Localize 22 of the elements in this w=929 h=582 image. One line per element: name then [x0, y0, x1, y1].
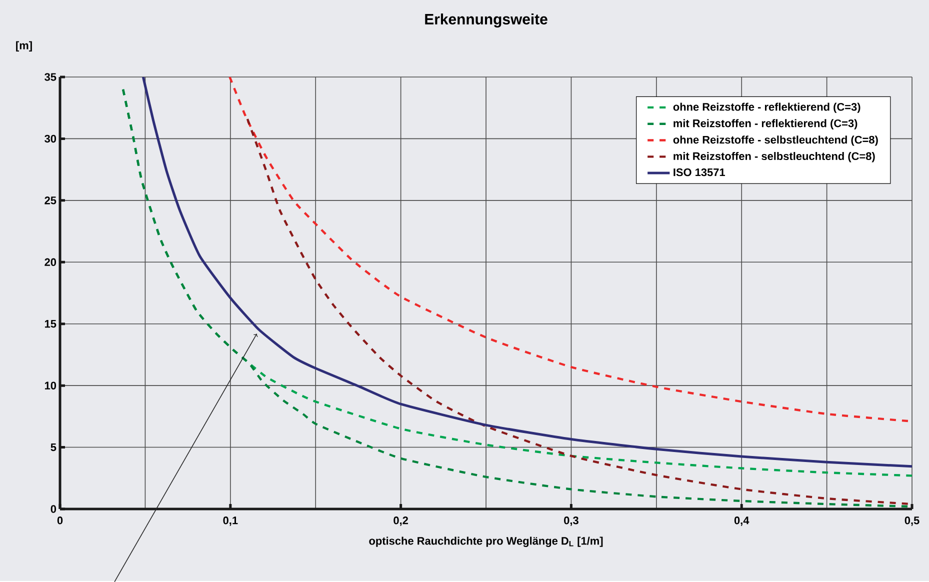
- y-tick-label: 30: [44, 134, 56, 142]
- y-tick-label: 25: [44, 196, 56, 204]
- legend-label: ohne Reizstoffe - reflektierend (C=3): [673, 102, 860, 113]
- y-tick-label: 20: [44, 258, 56, 266]
- y-tick-label: 35: [44, 73, 56, 81]
- y-tick-label: 5: [50, 443, 56, 451]
- x-tick-label: 0: [57, 516, 63, 524]
- y-tick-label: 0: [50, 505, 56, 513]
- legend-label: mit Reizstoffen - selbstleuchtend (C=8): [674, 152, 875, 162]
- y-axis-title: [m]: [16, 41, 32, 52]
- x-tick-label: 0,1: [223, 516, 238, 526]
- x-axis-title: optische Rauchdichte pro Weglänge D$_{L}$ [1/m]: [369, 536, 603, 547]
- legend-label: ohne Reizstoffe - selbstleuchtend (C=8): [673, 135, 878, 146]
- x-tick-label: 0,5: [904, 516, 920, 526]
- x-tick-label: 0,2: [394, 516, 408, 526]
- y-tick-label: 15: [44, 320, 56, 328]
- x-tick-label: 0,4: [734, 516, 750, 526]
- legend-label: ISO 13571: [674, 168, 725, 176]
- legend-label: mit Reizstoffen - reflektierend (C=3): [674, 119, 858, 130]
- y-tick-label: 10: [44, 382, 56, 390]
- x-tick-label: 0,3: [564, 516, 578, 526]
- chart-title: Erkennungsweite: [425, 13, 548, 28]
